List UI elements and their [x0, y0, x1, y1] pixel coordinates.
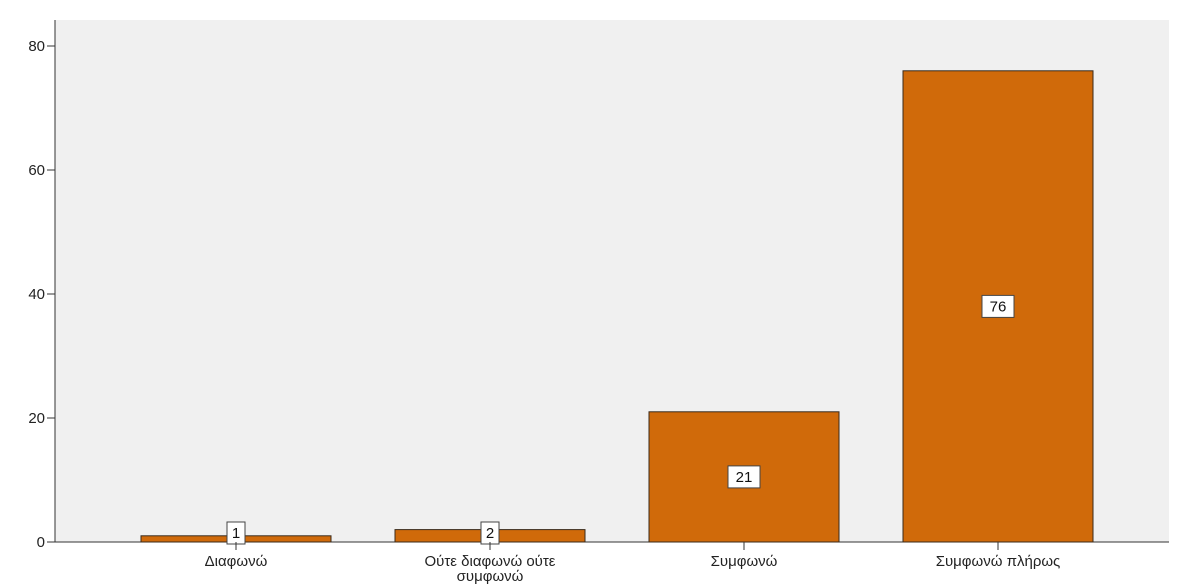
y-tick-label: 60 [28, 162, 45, 179]
data-label: 2 [486, 525, 494, 542]
data-label: 76 [990, 298, 1007, 315]
y-tick-label: 0 [37, 534, 45, 551]
data-label: 1 [232, 525, 240, 542]
data-label-box [981, 294, 1015, 318]
x-tick-label: Διαφωνώ [205, 553, 268, 570]
x-tick-label: Ούτε διαφωνώ ούτε συμφωνώ [425, 553, 556, 585]
data-label: 21 [736, 469, 753, 486]
x-tick-label: Συμφωνώ πλήρως [936, 553, 1061, 570]
data-label-box [727, 465, 761, 489]
y-tick-label: 20 [28, 410, 45, 427]
x-tick-label: Συμφωνώ [711, 553, 778, 570]
y-tick-label: 80 [28, 38, 45, 55]
x-axis-labels: Διαφωνώ Ούτε διαφωνώ ούτε συμφωνώ Συμφωνώ Συ… [205, 542, 1061, 585]
bars-group: 1 2 21 76 [140, 70, 1094, 545]
y-tick-label: 40 [28, 286, 45, 303]
